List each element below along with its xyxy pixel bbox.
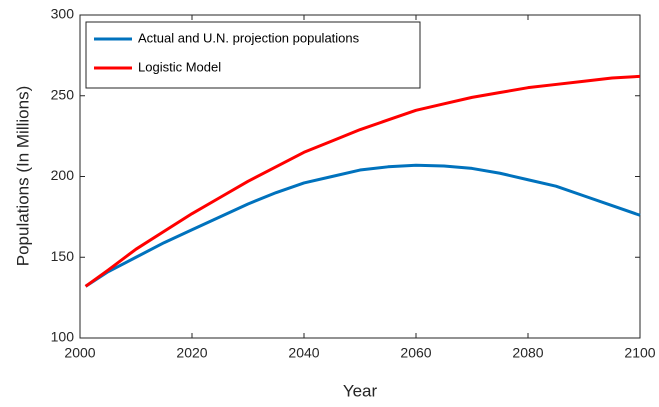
- x-tick-label: 2100: [624, 345, 655, 361]
- x-tick-label: 2000: [64, 345, 95, 361]
- x-tick-label: 2020: [176, 345, 207, 361]
- x-tick-label: 2040: [288, 345, 319, 361]
- series-line: [84, 163, 641, 288]
- legend-label: Logistic Model: [138, 59, 221, 74]
- y-tick-label: 100: [51, 329, 75, 345]
- y-tick-label: 250: [51, 86, 75, 102]
- y-tick-label: 200: [51, 167, 75, 183]
- series-line: [84, 74, 641, 288]
- y-axis-label: Populations (In Millions): [13, 86, 32, 266]
- y-tick-label: 150: [51, 248, 75, 264]
- legend-label: Actual and U.N. projection populations: [138, 30, 360, 45]
- legend-box: [85, 21, 421, 89]
- x-tick-label: 2060: [400, 345, 431, 361]
- x-tick-label: 2080: [512, 345, 543, 361]
- x-axis-label: Year: [343, 381, 378, 400]
- y-tick-label: 300: [51, 6, 75, 22]
